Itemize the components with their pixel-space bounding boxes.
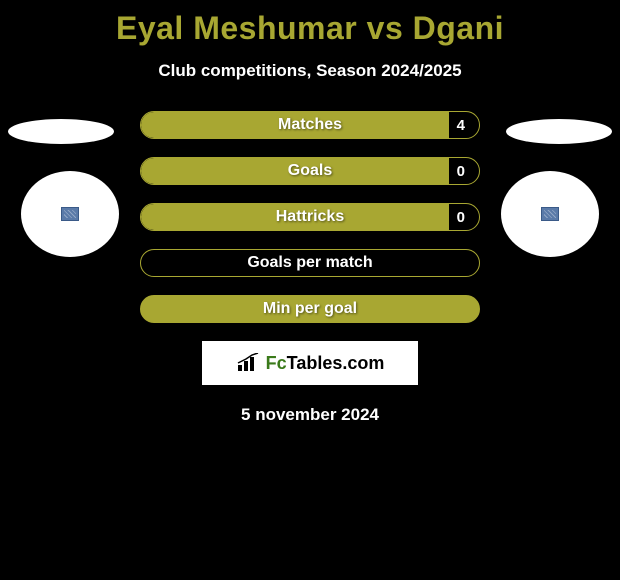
fctables-logo: FcTables.com [202,341,418,385]
stat-label: Min per goal [263,300,357,318]
player1-avatar [21,171,119,257]
stat-row-gpm: Goals per match [140,249,480,277]
chart-icon [236,353,262,373]
stats-area: Matches 4 Goals 0 Hattricks 0 Goals per … [0,111,620,425]
logo-text: FcTables.com [266,353,385,374]
stat-right-value: 0 [457,163,465,180]
stat-label: Hattricks [276,208,344,226]
stat-right-value: 4 [457,117,465,134]
avatar-placeholder-icon [61,207,79,221]
player2-top-ellipse [506,119,612,144]
logo-suffix: Tables.com [287,353,385,373]
stat-row-mpg: Min per goal [140,295,480,323]
stat-label: Goals per match [247,254,372,272]
player1-top-ellipse [8,119,114,144]
avatar-placeholder-icon [541,207,559,221]
date-text: 5 november 2024 [0,405,620,425]
stat-row-matches: Matches 4 [140,111,480,139]
stat-right-value: 0 [457,209,465,226]
stat-label: Goals [288,162,332,180]
page-title: Eyal Meshumar vs Dgani [0,0,620,47]
subtitle: Club competitions, Season 2024/2025 [0,61,620,81]
player2-avatar [501,171,599,257]
logo-prefix: Fc [266,353,287,373]
stat-label: Matches [278,116,342,134]
stat-row-hattricks: Hattricks 0 [140,203,480,231]
stat-rows: Matches 4 Goals 0 Hattricks 0 Goals per … [140,111,480,323]
stat-row-goals: Goals 0 [140,157,480,185]
